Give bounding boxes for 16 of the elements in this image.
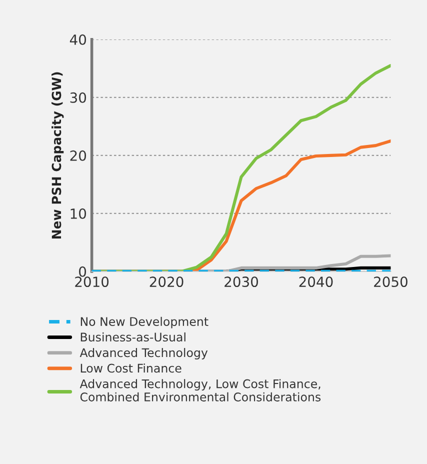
y-tick-label: 40 (70, 34, 86, 45)
legend-label: Advanced Technology, Low Cost Finance, Combined Environmental Considerations (80, 379, 321, 402)
x-tick-label: 2020 (150, 276, 184, 288)
legend-label: No New Development (80, 316, 208, 328)
x-tick-label: 2010 (75, 276, 109, 288)
y-tick-label: 10 (70, 208, 86, 219)
legend-label: Business-as-Usual (80, 332, 186, 342)
legend-label: Advanced Technology (80, 348, 208, 360)
y-axis-title: New PSH Capacity (GW) (52, 72, 64, 239)
y-tick-label: 30 (70, 92, 86, 103)
legend-label: Low Cost Finance (80, 364, 182, 373)
x-tick-label: 2050 (374, 276, 408, 288)
y-tick-label: 0 (79, 266, 86, 277)
x-tick-label: 2040 (299, 276, 333, 288)
y-tick-label: 20 (70, 150, 86, 161)
x-tick-label: 2030 (224, 276, 258, 288)
